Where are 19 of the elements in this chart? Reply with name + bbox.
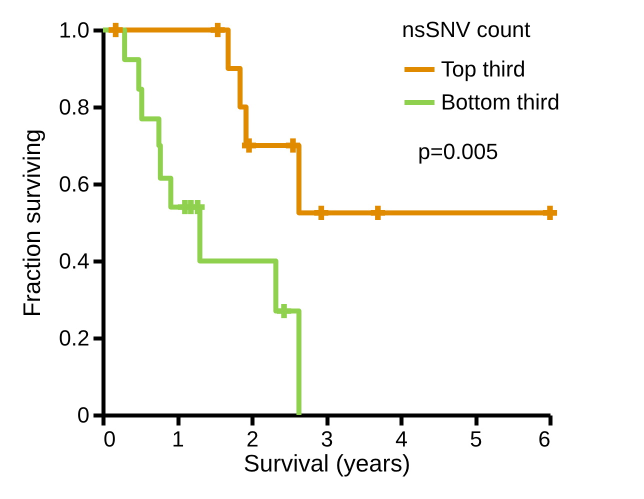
y-tick-label: 0 [77, 402, 90, 428]
y-tick-label: 0.8 [58, 94, 90, 120]
legend-label: Bottom third [441, 90, 560, 114]
x-axis-title: Survival (years) [244, 450, 410, 478]
x-tick-label: 0 [104, 426, 116, 452]
x-tick-label: 1 [172, 426, 184, 452]
x-tick-label: 6 [538, 426, 550, 452]
y-tick-label: 0.2 [58, 326, 90, 350]
x-tick-label: 2 [246, 426, 259, 452]
x-tick-label: 5 [470, 426, 482, 452]
annotation: p=0.005 [418, 139, 498, 164]
legend-title: nsSNV count [402, 17, 530, 42]
y-tick-label: 0.6 [58, 172, 90, 196]
x-tick-label: 4 [395, 426, 408, 452]
x-tick-label: 3 [320, 426, 334, 452]
legend-label: Top third [441, 56, 526, 82]
y-axis-title: Fraction surviving [18, 128, 46, 318]
y-tick-label: 0.4 [58, 248, 90, 274]
y-tick-label: 1.0 [58, 18, 90, 42]
